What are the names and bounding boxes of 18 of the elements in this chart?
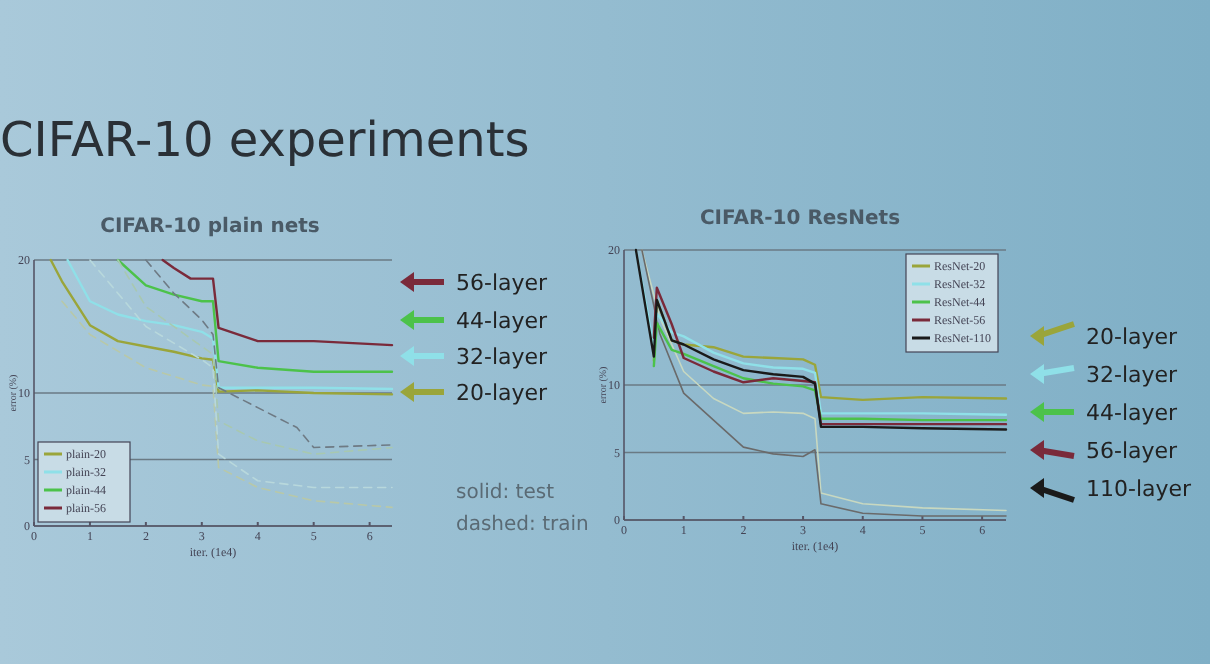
text: 32-layer — [456, 344, 549, 370]
text: 20-layer — [1086, 324, 1179, 350]
line-series — [116, 258, 394, 373]
line-series — [161, 258, 394, 347]
text: solid: test — [456, 482, 555, 504]
text: 20-layer — [456, 380, 549, 406]
chart-title: CIFAR-10 plain nets — [100, 216, 320, 238]
chart-title: CIFAR-10 ResNets — [699, 208, 901, 230]
line-series — [652, 321, 1008, 422]
text: 32-layer — [1086, 362, 1179, 388]
text: 44-layer — [1086, 400, 1179, 426]
text: CIFAR-10 experiments — [0, 112, 530, 168]
text: 56-layer — [456, 270, 549, 296]
text: dashed: train — [456, 514, 589, 536]
text: 56-layer — [1086, 438, 1179, 464]
text: 110-layer — [1086, 476, 1193, 502]
line-series — [652, 286, 1008, 426]
text: 44-layer — [456, 308, 549, 334]
